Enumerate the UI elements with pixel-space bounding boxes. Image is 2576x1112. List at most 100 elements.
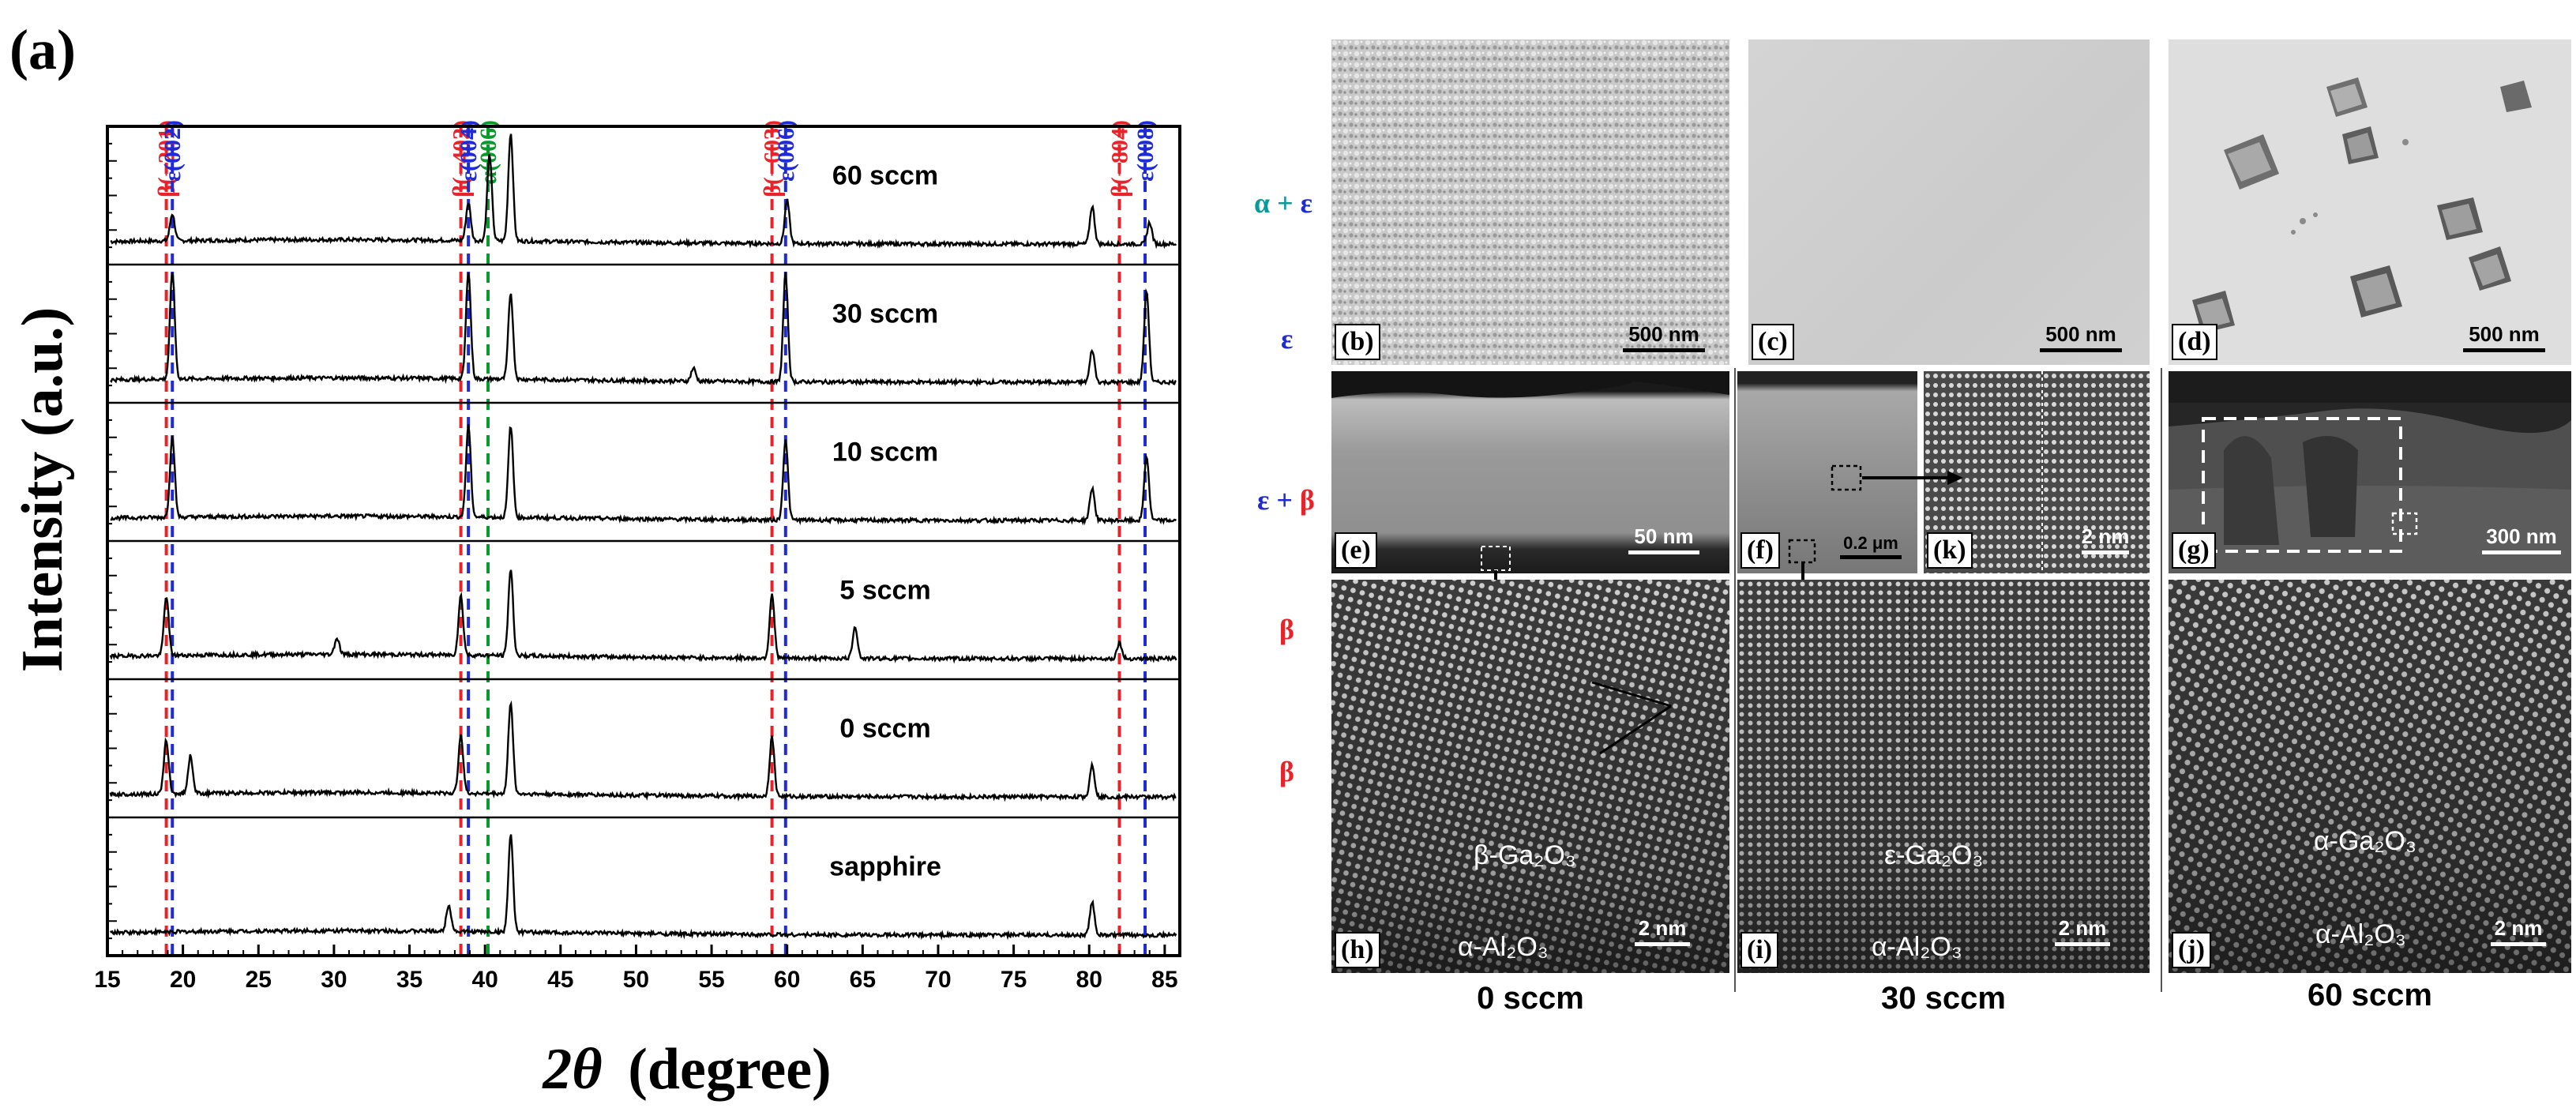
lattice-i (1737, 580, 2150, 973)
phase-label-part: ε (1281, 323, 1294, 355)
ref-line-label: ε(004) (456, 120, 482, 182)
x-tick-label: 75 (1001, 967, 1027, 993)
x-tick-label: 80 (1076, 967, 1102, 993)
x-tick-label: 30 (321, 967, 347, 993)
x-tick-label: 60 (774, 967, 800, 993)
sem-grain-texture (1331, 39, 1729, 365)
phase-label-10: ε + β (1257, 483, 1315, 517)
lattice-j (2169, 580, 2571, 973)
panel-d-tag: (d) (2172, 324, 2217, 360)
x-tick-label: 40 (471, 967, 498, 993)
panel-a-label: (a) (9, 18, 76, 81)
series-label: 60 sccm (832, 161, 938, 191)
panel-h-hrtem: β-Ga₂O₃ α-Al₂O₃ (h) 2 nm (1331, 580, 1729, 973)
x-tick-label: 65 (850, 967, 876, 993)
ref-line-label: β(−603) (760, 120, 786, 197)
phase-label-0: β (1279, 755, 1294, 788)
x-tick-label: 50 (623, 967, 649, 993)
panel-j-scale-text: 2 nm (2494, 916, 2543, 940)
panel-k-scalebar: 2 nm (2074, 524, 2137, 554)
ref-line-label: ε(006) (773, 120, 799, 182)
panel-j-substrate-label: α-Al₂O₃ (2315, 919, 2406, 949)
panel-c-scale-text: 500 nm (2045, 322, 2116, 346)
panel-g-structure (2169, 371, 2571, 573)
ref-line-label: β(−804) (1106, 120, 1132, 197)
panel-f-scalebar: 0.2 μm (1835, 533, 1906, 559)
series-label: 0 sccm (839, 714, 930, 744)
panel-g-tem: (g) 300 nm (2169, 371, 2571, 573)
series-label: 30 sccm (832, 299, 938, 329)
x-tick-label: 45 (547, 967, 573, 993)
series-trace (109, 700, 1177, 802)
x-tick-label: 70 (925, 967, 951, 993)
panel-i-tag: (i) (1740, 932, 1779, 968)
xrd-chart: β(−201)ε(002) β(−402)ε(004)α(006) β(−603)ε… (10, 120, 1181, 1102)
panel-i-scale-text: 2 nm (2058, 916, 2107, 940)
x-tick-label: 15 (94, 967, 120, 993)
panel-d-scalebar: 500 nm (2453, 322, 2555, 352)
axes: 15 20 25 30 35 40 45 50 55 60 65 70 75 80 85 (94, 125, 1181, 993)
panel-g-tag: (g) (2172, 532, 2216, 569)
series-trace (109, 834, 1177, 941)
series-label: 5 sccm (839, 576, 930, 606)
panel-f-tem: (f) 0.2 μm (1737, 371, 1917, 573)
panel-e-tag: (e) (1335, 532, 1377, 569)
panel-h-scale-text: 2 nm (1638, 916, 1687, 940)
x-axis-variable: 2θ (542, 1037, 602, 1102)
panel-j-film-label: α-Ga₂O₃ (2314, 826, 2416, 856)
y-axis-label: Intensity (a.u.) (10, 307, 75, 673)
panel-b-sem: (b) 500 nm (1331, 39, 1729, 365)
series-trace (110, 423, 1177, 526)
panel-e-scale-text: 50 nm (1634, 524, 1694, 548)
panel-j-tag: (j) (2172, 932, 2211, 968)
panel-d-scale-text: 500 nm (2469, 322, 2540, 346)
panel-h-scalebar: 2 nm (1627, 916, 1698, 946)
phase-label-part: β (1279, 756, 1294, 787)
column-divider-2 (2161, 368, 2162, 992)
series-trace (110, 133, 1177, 250)
panel-c-sem: (c) 500 nm (1748, 39, 2150, 365)
panel-j-hrtem: α-Ga₂O₃ α-Al₂O₃ (j) 2 nm (2169, 580, 2571, 973)
column-caption-2: 60 sccm (2308, 978, 2432, 1012)
panel-c-tag: (c) (1752, 324, 1794, 360)
x-axis-label: 2θ (degree) (542, 1037, 831, 1102)
panel-g-scalebar: 300 nm (2478, 524, 2565, 554)
phase-label-30: ε (1281, 322, 1293, 355)
series-lines: 60 sccm 30 sccm 10 sccm 5 sccm 0 sccm sapphir… (109, 133, 1177, 941)
series-label: 10 sccm (832, 438, 938, 468)
panel-i-substrate-label: α-Al₂O₃ (1872, 932, 1962, 962)
series-label: sapphire (829, 852, 941, 882)
lattice-h (1331, 580, 1729, 973)
panel-c-scalebar: 500 nm (2030, 322, 2132, 352)
phase-label-part: + (1270, 187, 1301, 219)
x-tick-label: 35 (396, 967, 422, 993)
panel-k-tag: (k) (1927, 532, 1973, 569)
x-tick-label: 85 (1151, 967, 1177, 993)
series-trace (109, 272, 1177, 388)
series-trace (109, 569, 1177, 664)
panel-k-hrtem: (k) 2 nm (1924, 371, 2150, 573)
panel-h-substrate-label: α-Al₂O₃ (1458, 932, 1549, 962)
panel-f-tag: (f) (1740, 532, 1780, 569)
phase-label-part: ε (1300, 187, 1312, 219)
column-caption-1: 30 sccm (1881, 981, 2006, 1016)
ref-line-label: ε(002) (160, 120, 186, 182)
x-axis-unit: (degree) (628, 1037, 831, 1102)
panel-f-scale-text: 0.2 μm (1843, 533, 1898, 553)
panel-i-scalebar: 2 nm (2047, 916, 2118, 946)
column-caption-0: 0 sccm (1477, 981, 1584, 1016)
panel-h-tag: (h) (1335, 932, 1380, 968)
panel-k-scale-text: 2 nm (2081, 524, 2130, 548)
phase-label-part: β (1279, 614, 1294, 645)
x-tick-label: 20 (170, 967, 196, 993)
phase-label-part: ε + (1257, 484, 1300, 516)
panel-b-scale-text: 500 nm (1628, 322, 1699, 346)
phase-label-5: β (1279, 613, 1294, 646)
panel-i-film-label: ε-Ga₂O₃ (1884, 840, 1984, 870)
panel-g-scale-text: 300 nm (2486, 524, 2557, 548)
ref-line-label: ε(008) (1132, 120, 1158, 182)
panel-e-scalebar: 50 nm (1620, 524, 1707, 554)
panel-h-film-label: β-Ga₂O₃ (1474, 840, 1576, 870)
panel-b-tag: (b) (1335, 324, 1380, 360)
